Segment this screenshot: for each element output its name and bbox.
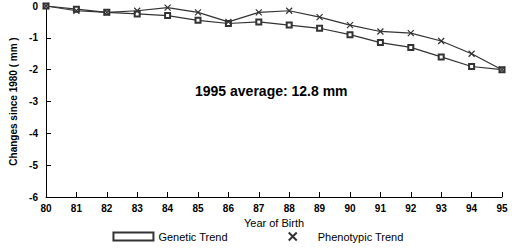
- svg-text:84: 84: [162, 203, 174, 214]
- svg-text:80: 80: [40, 203, 52, 214]
- svg-text:89: 89: [314, 203, 326, 214]
- svg-text:92: 92: [405, 203, 417, 214]
- svg-text:94: 94: [466, 203, 478, 214]
- svg-text:Phenotypic Trend: Phenotypic Trend: [318, 231, 404, 243]
- svg-text:82: 82: [101, 203, 113, 214]
- svg-text:0: 0: [32, 1, 38, 12]
- svg-text:-5: -5: [29, 160, 38, 171]
- svg-text:-1: -1: [29, 32, 38, 43]
- svg-text:91: 91: [375, 203, 387, 214]
- svg-text:90: 90: [344, 203, 356, 214]
- svg-text:-6: -6: [29, 192, 38, 203]
- svg-text:-4: -4: [29, 128, 38, 139]
- svg-text:95: 95: [496, 203, 508, 214]
- svg-text:88: 88: [284, 203, 296, 214]
- svg-text:Changes since 1980 ( mm ): Changes since 1980 ( mm ): [8, 37, 19, 165]
- svg-text:-3: -3: [29, 96, 38, 107]
- svg-text:87: 87: [253, 203, 265, 214]
- svg-text:83: 83: [132, 203, 144, 214]
- svg-text:Genetic Trend: Genetic Trend: [158, 231, 227, 243]
- svg-text:-2: -2: [29, 64, 38, 75]
- svg-text:Year of Birth: Year of Birth: [244, 217, 304, 229]
- svg-text:81: 81: [71, 203, 83, 214]
- svg-text:85: 85: [192, 203, 204, 214]
- svg-text:1995 average: 12.8 mm: 1995 average: 12.8 mm: [195, 83, 348, 99]
- svg-text:86: 86: [223, 203, 235, 214]
- svg-text:93: 93: [436, 203, 448, 214]
